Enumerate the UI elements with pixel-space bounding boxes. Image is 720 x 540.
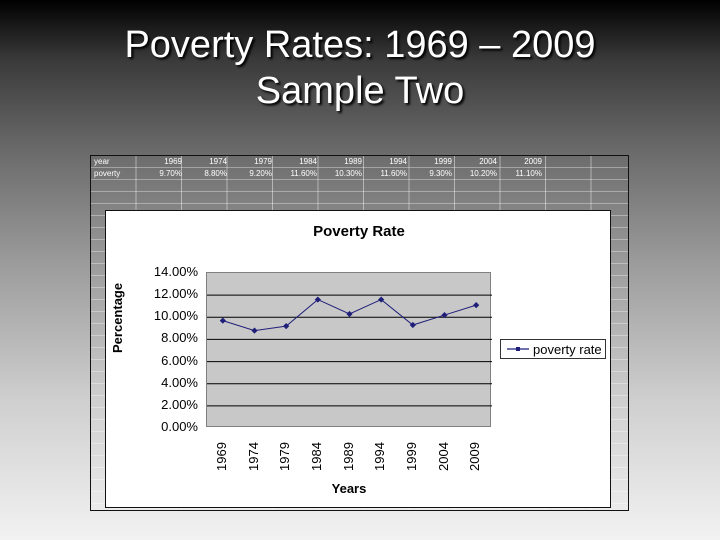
sheet-cell: 1979 — [254, 157, 272, 166]
data-point-marker[interactable] — [219, 317, 226, 324]
x-tick-label: 1979 — [277, 442, 293, 471]
y-tick-label: 14.00% — [153, 264, 198, 279]
sheet-cell: 2009 — [524, 157, 542, 166]
sheet-cell: 9.30% — [429, 169, 452, 178]
y-tick-label: 2.00% — [161, 396, 198, 412]
sheet-cell: 1994 — [389, 157, 407, 166]
sheet-cell: poverty — [94, 169, 121, 178]
y-tick-label: 4.00% — [161, 374, 198, 390]
x-tick-label: 1969 — [213, 442, 229, 471]
x-tick-label: 2009 — [467, 442, 483, 471]
sheet-cell: 11.60% — [380, 169, 407, 178]
data-point-marker[interactable] — [473, 301, 480, 309]
y-tick-label: 10.00% — [153, 308, 198, 324]
slide-title-line2: Sample Two — [255, 70, 465, 112]
y-tick-label: 0.00% — [161, 419, 198, 434]
slide-title-line1: Poverty Rates: 1969 – 2009 — [124, 24, 596, 66]
plot-area[interactable] — [206, 272, 492, 427]
sheet-cell: 11.10% — [515, 169, 542, 178]
x-tick-label: 1989 — [340, 442, 356, 471]
sheet-cell: 9.20% — [249, 169, 272, 178]
sheet-cell: 10.30% — [334, 169, 362, 178]
sheet-row-poverty: poverty 9.70% 8.80% 9.20% 11.60% 10.30% … — [91, 168, 546, 180]
sheet-row-year: year 1969 1974 1979 1984 1989 1994 1999 … — [91, 156, 546, 168]
sheet-cell: 1974 — [209, 157, 227, 166]
y-tick-label: 12.00% — [153, 286, 198, 302]
sheet-cell: 9.70% — [159, 169, 182, 178]
slide-title: Poverty Rates: 1969 – 2009 Sample Two — [0, 22, 720, 114]
sheet-cell: 11.60% — [290, 169, 317, 178]
data-point-marker[interactable] — [251, 327, 258, 334]
sheet-cell: 1999 — [434, 157, 452, 166]
x-axis-label: Years — [331, 481, 367, 496]
chart-area[interactable]: Poverty Rate Percentage 14.00% 12.00% 10.0… — [105, 210, 611, 508]
x-tick-label: 2004 — [435, 442, 451, 471]
sheet-cell: 10.20% — [469, 169, 497, 178]
legend-label: poverty rate — [533, 341, 602, 357]
y-tick-label: 6.00% — [161, 352, 198, 368]
y-tick-label: 8.00% — [161, 330, 198, 346]
legend-line-marker-icon — [507, 347, 529, 351]
sheet-cell: 2004 — [479, 157, 497, 166]
sheet-cell: 1989 — [344, 157, 362, 166]
x-tick-label: 1984 — [308, 442, 324, 471]
sheet-cell: 1984 — [299, 157, 317, 166]
data-point-marker[interactable] — [346, 310, 353, 318]
sheet-cell: year — [94, 157, 110, 166]
x-tick-label: 1999 — [403, 442, 419, 471]
sheet-cell: 8.80% — [204, 169, 227, 178]
x-tick-label: 1974 — [245, 442, 261, 471]
line-series — [207, 294, 492, 407]
chart-title: Poverty Rate — [313, 223, 405, 240]
x-tick-label: 1994 — [372, 442, 388, 471]
legend[interactable]: poverty rate — [500, 339, 606, 359]
sheet-cell: 1969 — [164, 157, 182, 166]
